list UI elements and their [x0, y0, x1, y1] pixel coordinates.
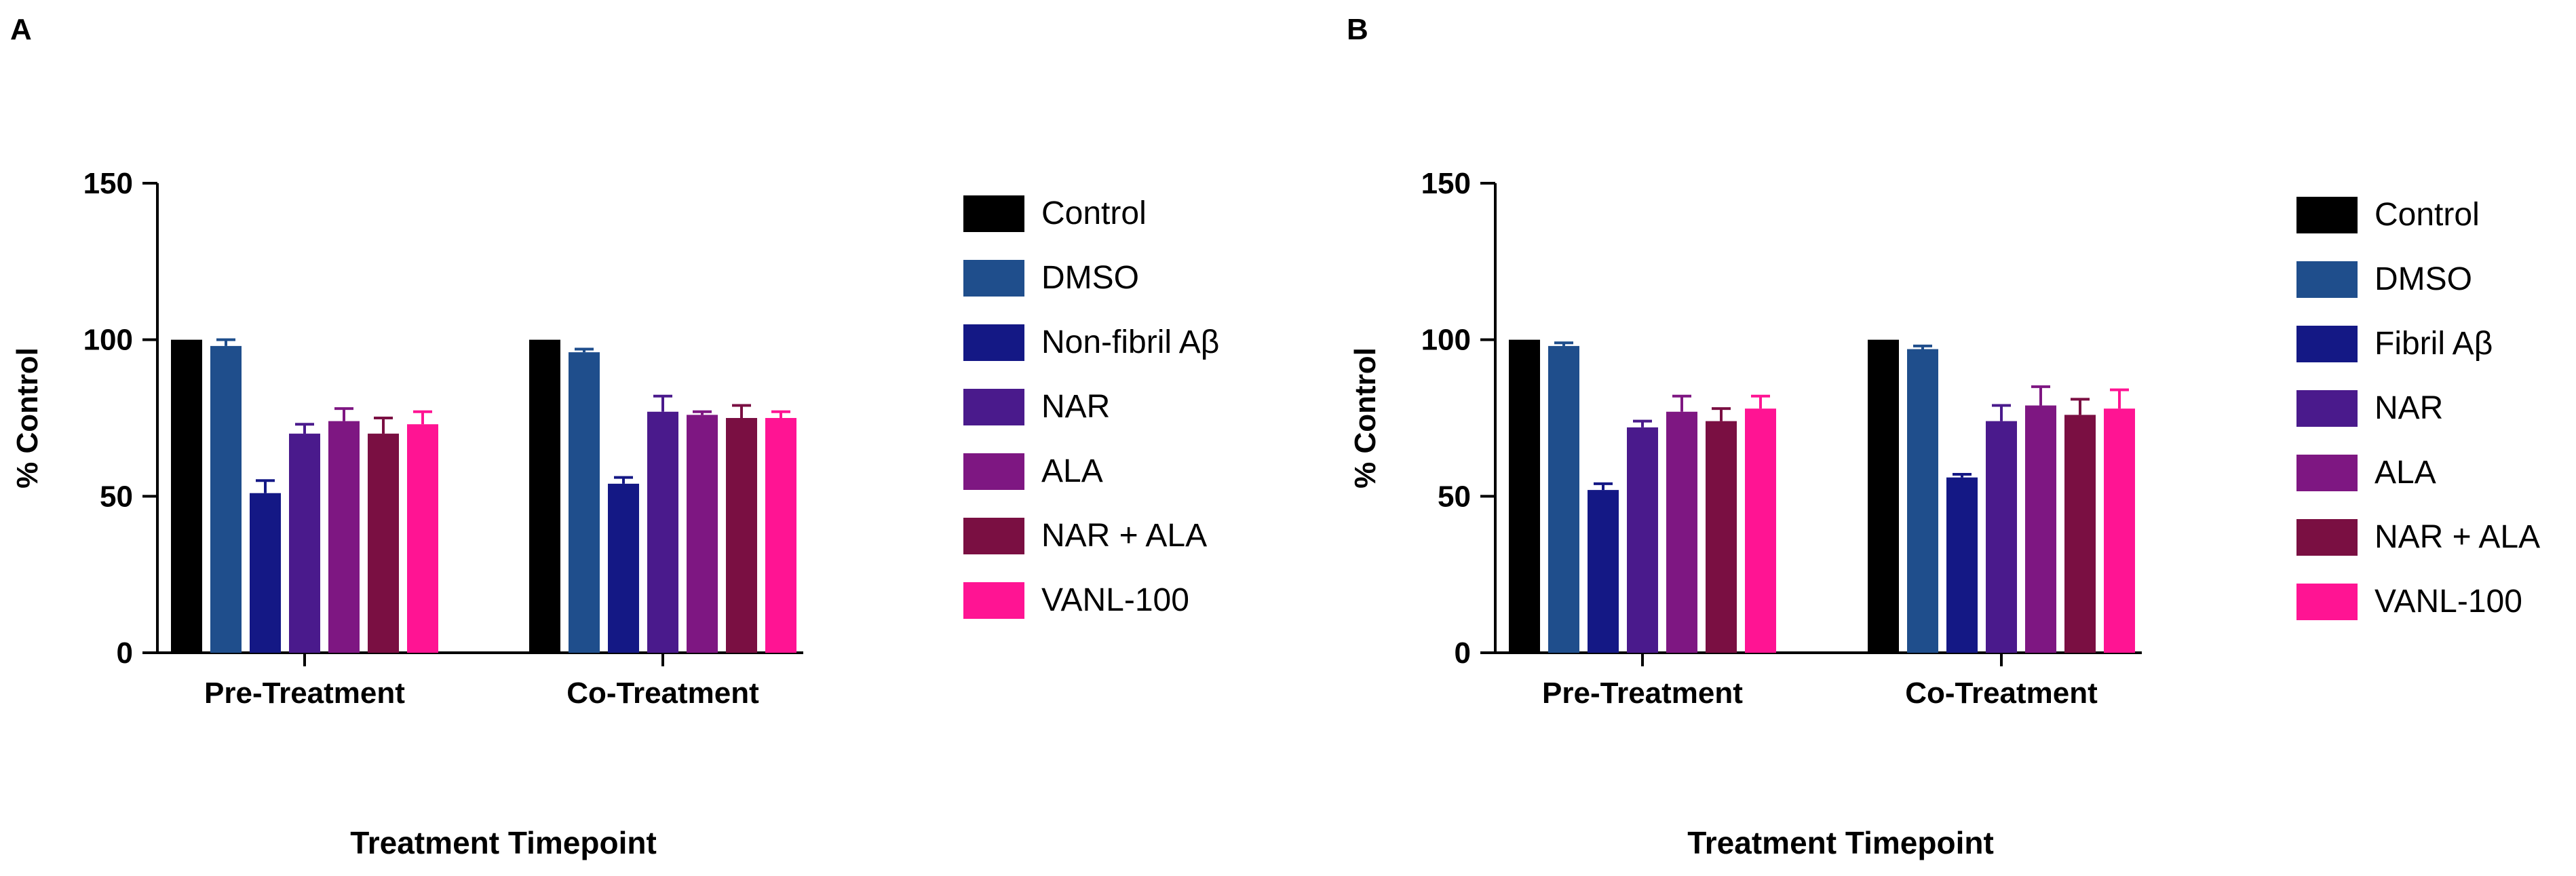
bar	[289, 434, 320, 653]
bar	[407, 424, 438, 653]
bar	[328, 421, 360, 653]
bar	[1548, 345, 1579, 653]
y-tick-label: 150	[1421, 167, 1471, 200]
x-category-label: Co-Treatment	[566, 677, 759, 710]
bar	[726, 418, 757, 653]
bar	[2064, 415, 2096, 653]
bar	[569, 352, 600, 653]
bar	[368, 434, 399, 653]
x-category-label: Pre-Treatment	[1542, 677, 1743, 710]
y-tick-label: 50	[100, 480, 133, 513]
y-tick-label: 100	[83, 324, 133, 357]
bar	[1627, 427, 1658, 653]
panel-letter: A	[10, 13, 32, 46]
legend-label: DMSO	[2375, 261, 2472, 297]
panel-letter: B	[1347, 13, 1368, 46]
legend-label: ALA	[1041, 453, 1103, 489]
bar	[647, 411, 678, 653]
legend-swatch	[2296, 455, 2358, 491]
legend-swatch	[2296, 261, 2358, 298]
bar	[1745, 408, 1776, 653]
chart-panel-b: B 0 50 100 150 % Control Pre-Treatment Co-Treat…	[1347, 13, 2540, 860]
bar	[1666, 411, 1697, 653]
legend-label: NAR + ALA	[2375, 519, 2540, 555]
bar	[2025, 405, 2056, 653]
legend-swatch	[2296, 326, 2358, 362]
legend-label: DMSO	[1041, 260, 1139, 296]
legend: Control DMSO Fibril Aβ NAR ALA NAR + ALA VANL-…	[2296, 197, 2540, 620]
legend-swatch	[963, 518, 1024, 554]
legend-label: Fibril Aβ	[2375, 326, 2493, 362]
x-category-label: Pre-Treatment	[204, 677, 405, 710]
legend-swatch	[963, 389, 1024, 425]
y-tick-label: 50	[1438, 480, 1471, 513]
legend-swatch	[2296, 584, 2358, 620]
y-tick-label: 0	[117, 636, 133, 670]
legend-swatch	[963, 260, 1024, 297]
chart-panel-a: A 0 50 100 150 % Control Pre-Treatment Co-Treat…	[10, 13, 1219, 860]
legend-swatch	[2296, 197, 2358, 233]
bar	[1706, 421, 1737, 653]
legend-label: VANL-100	[2375, 584, 2522, 620]
bar	[210, 345, 242, 653]
legend-label: Non-fibril Aβ	[1041, 324, 1219, 360]
bar	[1907, 349, 1938, 653]
bar	[1986, 421, 2017, 653]
y-axis-label: % Control	[1349, 347, 1382, 489]
x-category-label: Co-Treatment	[1905, 677, 2098, 710]
legend-label: VANL-100	[1041, 582, 1189, 618]
bar	[687, 415, 718, 653]
bar	[1509, 339, 1540, 653]
legend: Control DMSO Non-fibril Aβ NAR ALA NAR + ALA V…	[963, 195, 1219, 619]
legend-label: Control	[2375, 197, 2480, 233]
bar	[2104, 408, 2135, 653]
bar	[250, 493, 281, 653]
legend-swatch	[2296, 390, 2358, 427]
y-tick-label: 0	[1455, 636, 1471, 670]
legend-label: NAR	[1041, 389, 1110, 425]
bar	[1868, 339, 1899, 653]
legend-swatch	[963, 453, 1024, 490]
legend-label: NAR + ALA	[1041, 518, 1207, 554]
legend-label: ALA	[2375, 455, 2436, 491]
y-tick-label: 100	[1421, 324, 1471, 357]
x-axis-label: Treatment Timepoint	[350, 825, 657, 860]
x-axis-label: Treatment Timepoint	[1687, 825, 1994, 860]
y-tick-label: 150	[83, 167, 133, 200]
legend-swatch	[963, 324, 1024, 361]
y-axis-label: % Control	[11, 347, 44, 489]
legend-label: Control	[1041, 195, 1147, 231]
bar	[765, 418, 796, 653]
legend-swatch	[963, 195, 1024, 232]
bar	[608, 483, 639, 653]
bar	[529, 339, 560, 653]
bar	[171, 339, 202, 653]
bar	[1946, 477, 1978, 653]
bar	[1588, 490, 1619, 653]
legend-swatch	[963, 582, 1024, 619]
legend-label: NAR	[2375, 390, 2443, 426]
legend-swatch	[2296, 519, 2358, 556]
